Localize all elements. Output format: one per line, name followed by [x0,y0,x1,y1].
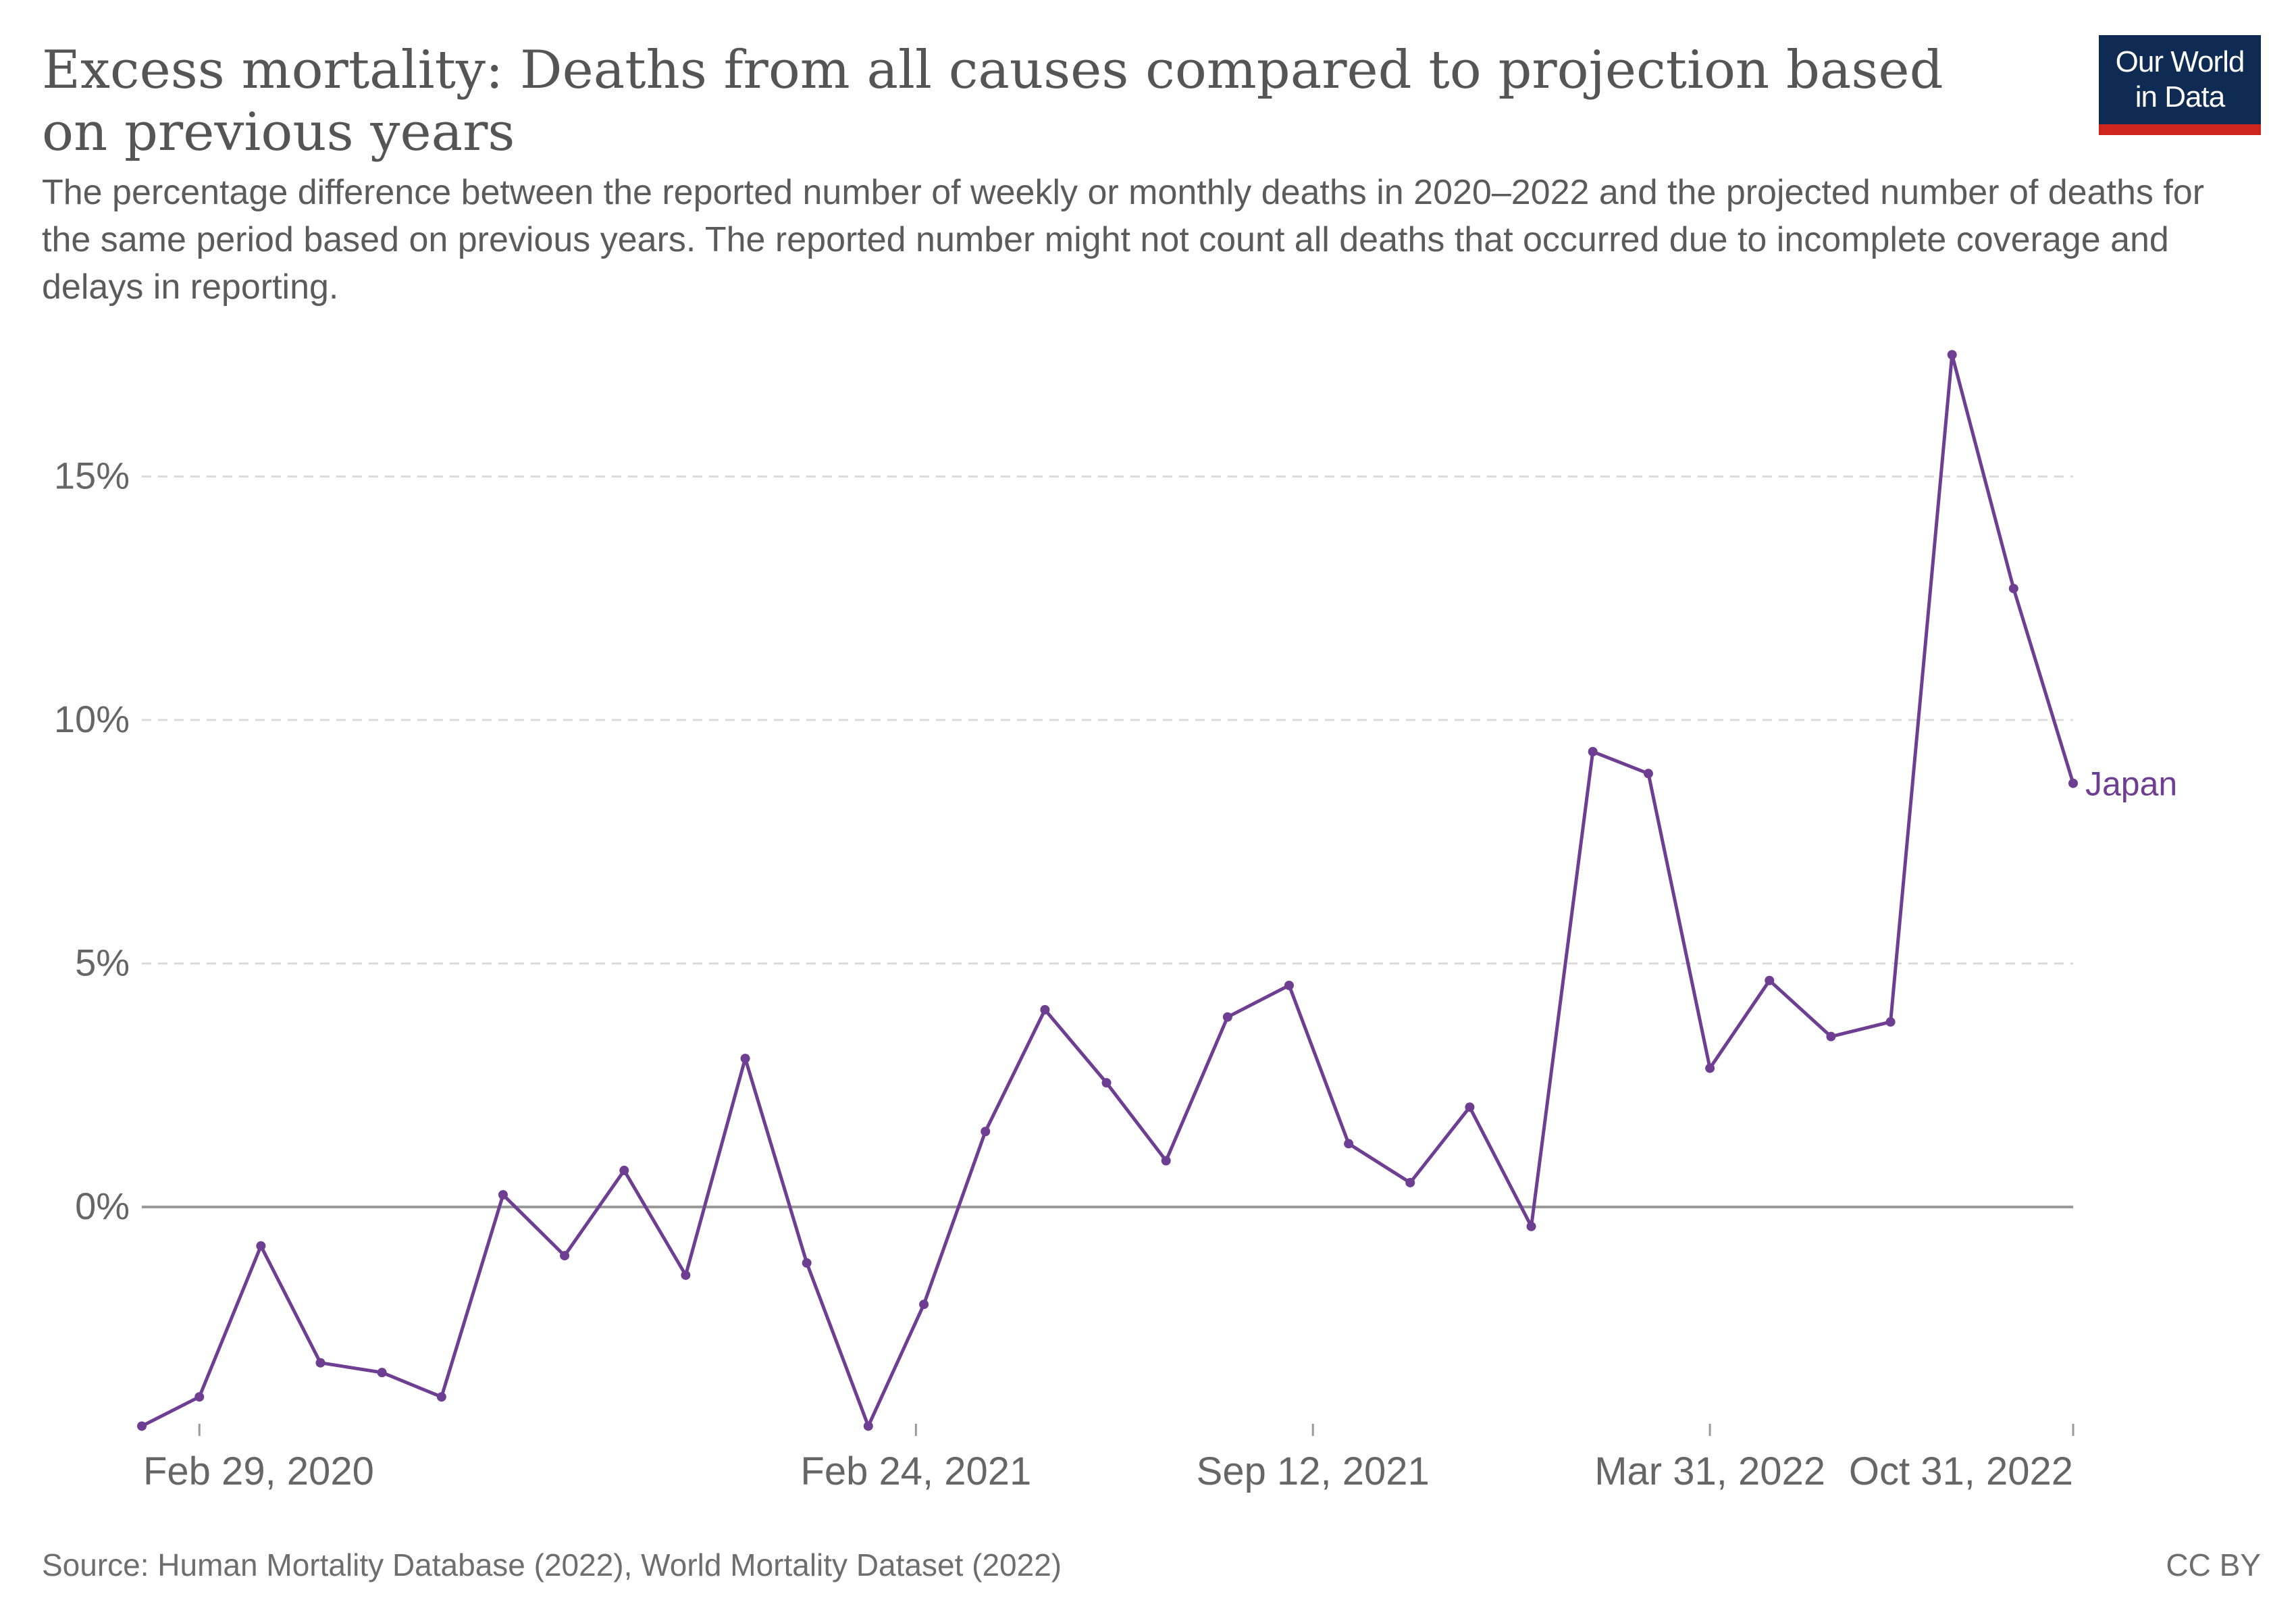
data-point[interactable] [1465,1102,1475,1112]
x-tick-label: Mar 31, 2022 [1594,1449,1825,1493]
x-axis-labels: Feb 29, 2020 Feb 24, 2021 Sep 12, 2021 Mar … [143,1449,2073,1493]
y-tick-label: 0% [75,1185,130,1227]
x-axis-ticks [198,1424,2075,1436]
data-point[interactable] [1885,1017,1896,1027]
y-tick-label: 5% [75,942,130,984]
chart-title: Excess mortality: Deaths from all causes… [42,40,1943,163]
logo-line-1: Our World [2115,45,2245,78]
y-axis-labels: 0% 5% 10% 15% [54,455,130,1228]
data-point[interactable] [1643,769,1653,779]
data-point[interactable] [377,1368,387,1378]
data-point[interactable] [1765,975,1775,985]
data-point[interactable] [681,1270,691,1280]
logo-line-2: in Data [2135,80,2225,113]
data-point[interactable] [1826,1031,1836,1041]
data-point[interactable] [619,1165,629,1175]
y-tick-label: 10% [54,698,130,740]
data-point[interactable] [1284,980,1294,990]
series-line-japan [140,353,2075,1428]
license-label[interactable]: CC BY [2166,1547,2261,1583]
data-point[interactable] [1588,746,1598,756]
series-lines [140,353,2075,1428]
data-point[interactable] [981,1127,991,1137]
x-tick-label: Oct 31, 2022 [1849,1449,2073,1493]
logo-accent-bar [2099,124,2261,135]
data-point[interactable] [1101,1078,1112,1088]
x-tick-label: Feb 24, 2021 [800,1449,1031,1493]
data-point[interactable] [315,1358,325,1368]
series-points[interactable] [137,350,2078,1431]
data-point[interactable] [919,1300,929,1310]
series-end-labels[interactable]: Japan [2085,765,2177,803]
data-point[interactable] [802,1258,812,1268]
data-point[interactable] [137,1421,147,1431]
data-point[interactable] [1705,1063,1715,1073]
x-tick-label: Sep 12, 2021 [1197,1449,1430,1493]
data-point[interactable] [2068,778,2078,788]
owid-logo[interactable]: Our World in Data [2099,35,2261,135]
data-point[interactable] [1040,1004,1050,1014]
data-point[interactable] [498,1189,508,1200]
source-note[interactable]: Source: Human Mortality Database (2022),… [42,1547,1062,1583]
data-point[interactable] [1344,1139,1354,1149]
data-point[interactable] [1222,1012,1232,1022]
data-point[interactable] [436,1392,446,1402]
x-tick-label: Feb 29, 2020 [143,1449,374,1493]
y-grid [142,475,2073,1208]
data-point[interactable] [740,1054,750,1064]
data-point[interactable] [194,1392,205,1402]
series-label-japan[interactable]: Japan [2085,765,2177,803]
data-point[interactable] [2008,584,2018,594]
data-point[interactable] [1161,1156,1171,1166]
data-point[interactable] [1405,1177,1415,1187]
data-point[interactable] [1947,350,1957,360]
data-point[interactable] [1526,1221,1536,1231]
y-tick-label: 15% [54,455,130,497]
data-point[interactable] [256,1241,266,1251]
data-point[interactable] [560,1251,570,1261]
data-point[interactable] [863,1421,873,1431]
chart-subtitle: The percentage difference between the re… [42,173,2205,307]
